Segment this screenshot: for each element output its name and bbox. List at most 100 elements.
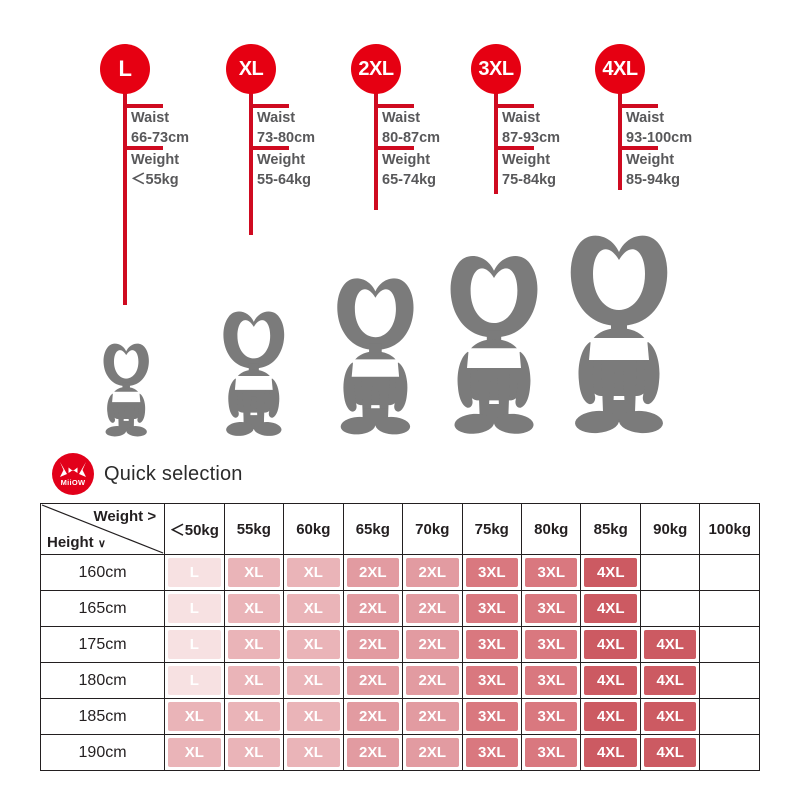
size-cell[interactable]: 4XL (580, 590, 641, 627)
size-swatch-2xl: 2XL (346, 594, 400, 623)
size-cell[interactable]: XL (283, 698, 344, 735)
size-cell[interactable]: 2XL (402, 662, 463, 699)
size-cell[interactable] (699, 626, 760, 663)
size-swatch-xl: XL (287, 666, 340, 695)
corner-weight-label: Weight > (93, 508, 157, 525)
size-cell[interactable]: 2XL (402, 698, 463, 735)
size-swatch-2xl: 2XL (406, 558, 459, 587)
size-cell[interactable]: 3XL (520, 734, 582, 771)
size-cell[interactable]: 4XL (580, 662, 641, 699)
size-cell[interactable]: 3XL (461, 698, 523, 735)
callout-tick (494, 146, 534, 150)
size-badge-3xl[interactable]: 3XL (471, 44, 521, 94)
size-cell[interactable]: 4XL (639, 626, 701, 663)
size-cell[interactable]: 2XL (342, 626, 404, 663)
size-cell[interactable]: 4XL (639, 662, 701, 699)
size-cell[interactable]: 3XL (520, 554, 582, 591)
size-swatch-3xl: 3XL (525, 666, 578, 695)
size-cell[interactable]: 4XL (580, 698, 641, 735)
size-cell[interactable]: XL (223, 698, 285, 735)
size-cell[interactable]: 2XL (342, 590, 404, 627)
size-callouts: L Waist 66-73cm Weight ＜55kg XL Waist 73-80cm We… (100, 44, 692, 305)
height-row-header: 160cm (39, 554, 166, 591)
size-badge-l[interactable]: L (100, 44, 150, 94)
size-cell[interactable]: XL (283, 626, 344, 663)
size-badge-4xl[interactable]: 4XL (595, 44, 645, 94)
size-cell[interactable] (639, 590, 701, 627)
size-cell[interactable]: 2XL (342, 698, 404, 735)
size-swatch-xl: XL (227, 558, 281, 587)
weight-label: Weight (257, 152, 306, 168)
size-cell[interactable] (639, 554, 701, 591)
size-cell[interactable]: XL (283, 734, 344, 771)
size-cell[interactable]: XL (283, 554, 344, 591)
size-cell[interactable]: 4XL (639, 734, 701, 771)
size-swatch-4xl: 4XL (643, 738, 697, 767)
size-cell[interactable]: L (164, 626, 225, 663)
size-swatch-3xl: 3XL (465, 738, 518, 767)
callout-tick (123, 146, 163, 150)
size-cell[interactable] (699, 554, 760, 591)
size-badge-2xl[interactable]: 2XL (351, 44, 401, 94)
weight-column-header: 60kg (283, 503, 344, 555)
callout-tick (123, 104, 163, 108)
size-cell[interactable]: L (164, 662, 225, 699)
waist-value: 66-73cm (131, 130, 190, 146)
size-swatch-xl: XL (287, 738, 340, 767)
size-cell[interactable]: 4XL (639, 698, 701, 735)
size-cell[interactable]: 3XL (461, 626, 523, 663)
size-cell[interactable] (699, 590, 760, 627)
size-cell[interactable]: XL (223, 662, 285, 699)
size-swatch-3xl: 3XL (525, 630, 578, 659)
size-swatch-3xl: 3XL (465, 666, 518, 695)
size-cell[interactable]: 2XL (342, 662, 404, 699)
size-cell[interactable]: 2XL (402, 554, 463, 591)
size-swatch-4xl: 4XL (584, 594, 637, 623)
size-cell[interactable]: 4XL (580, 734, 641, 771)
size-cell[interactable]: L (164, 554, 225, 591)
size-cell[interactable]: 2XL (402, 626, 463, 663)
size-badge-xl[interactable]: XL (226, 44, 276, 94)
size-cell[interactable]: XL (283, 590, 344, 627)
size-cell[interactable]: 4XL (580, 554, 641, 591)
callout-weight: Weight 75-84kg (502, 150, 556, 190)
size-cell[interactable]: L (164, 590, 225, 627)
size-cell[interactable]: 3XL (461, 662, 523, 699)
size-cell[interactable]: 2XL (342, 554, 404, 591)
callout-weight: Weight 85-94kg (626, 150, 680, 190)
size-cell[interactable]: 2XL (402, 590, 463, 627)
size-cell[interactable]: 2XL (342, 734, 404, 771)
size-cell[interactable] (699, 698, 760, 735)
height-row-header: 185cm (39, 698, 166, 735)
size-cell[interactable]: XL (164, 734, 225, 771)
size-cell[interactable]: 3XL (461, 590, 523, 627)
size-swatch-xl: XL (227, 738, 281, 767)
size-swatch-4xl: 4XL (584, 558, 637, 587)
size-cell[interactable]: 4XL (580, 626, 641, 663)
size-swatch-2xl: 2XL (406, 666, 459, 695)
size-swatch-4xl: 4XL (584, 666, 637, 695)
size-swatch-2xl: 2XL (346, 702, 400, 731)
miiow-logo: MiiOW (52, 453, 94, 495)
size-cell[interactable]: 3XL (520, 662, 582, 699)
size-cell[interactable]: XL (223, 590, 285, 627)
height-row-header: 175cm (39, 626, 166, 663)
size-cell[interactable] (699, 662, 760, 699)
table-row: 175cm L XL XL 2XL 2XL 3XL 3XL 4XL 4XL (39, 626, 760, 663)
table-row: 180cm L XL XL 2XL 2XL 3XL 3XL 4XL 4XL (39, 662, 760, 699)
size-swatch-xl: XL (168, 738, 221, 767)
size-cell[interactable]: 2XL (402, 734, 463, 771)
size-cell[interactable]: XL (164, 698, 225, 735)
weight-column-header: 75kg (461, 503, 523, 555)
size-cell[interactable]: 3XL (461, 554, 523, 591)
size-cell[interactable]: XL (223, 554, 285, 591)
size-cell[interactable]: 3XL (461, 734, 523, 771)
size-cell[interactable]: 3XL (520, 698, 582, 735)
weight-column-header: ＜50kg (164, 503, 225, 555)
size-cell[interactable]: 3XL (520, 590, 582, 627)
size-cell[interactable]: 3XL (520, 626, 582, 663)
size-cell[interactable]: XL (223, 734, 285, 771)
size-cell[interactable]: XL (223, 626, 285, 663)
size-cell[interactable]: XL (283, 662, 344, 699)
size-cell[interactable] (699, 734, 760, 771)
